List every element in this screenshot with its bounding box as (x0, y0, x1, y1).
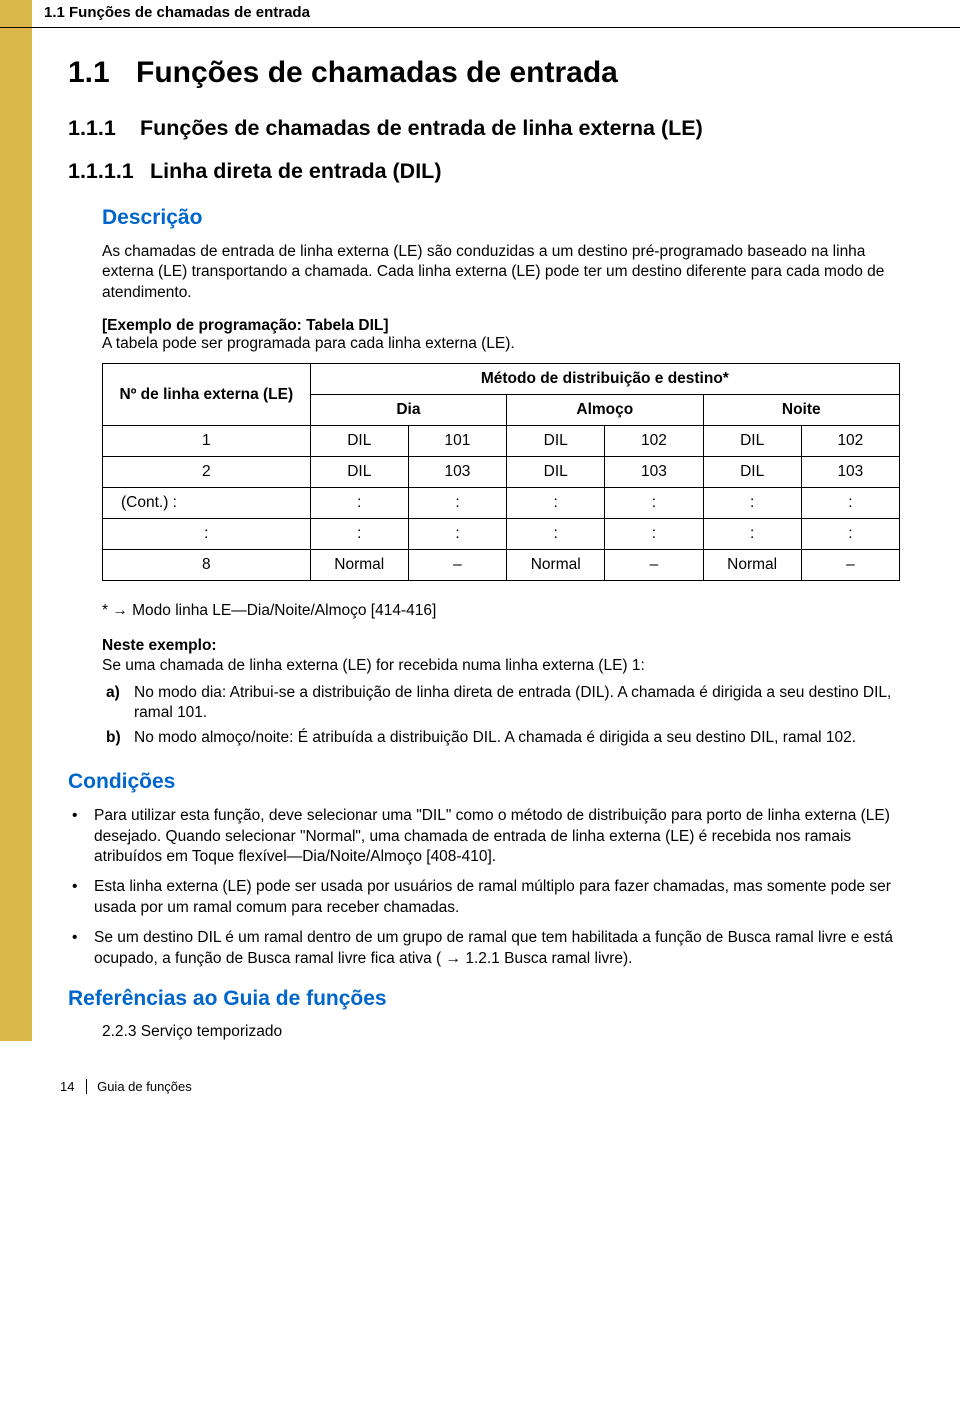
neste-exemplo-block: Neste exemplo: Se uma chamada de linha e… (102, 636, 900, 677)
table-row: 8Normal–Normal–Normal– (103, 550, 900, 581)
table-row: ::::::: (103, 519, 900, 550)
table-cell: : (408, 488, 506, 519)
table-cell: 1 (103, 426, 311, 457)
table-cell: – (801, 550, 899, 581)
footnote-text: Modo linha LE—Dia/Noite/Almoço [414-416] (128, 602, 436, 619)
table-cell: : (605, 519, 703, 550)
bullet-text: Para utilizar esta função, deve selecion… (94, 806, 900, 867)
footer: 14 Guia de funções (0, 1041, 960, 1094)
table-cell: Normal (703, 550, 801, 581)
table-cell: – (408, 550, 506, 581)
condicoes-list: •Para utilizar esta função, deve selecio… (68, 806, 900, 969)
table-cell: : (801, 519, 899, 550)
dil-table: Nº de linha externa (LE) Método de distr… (102, 363, 900, 581)
table-cell: DIL (703, 457, 801, 488)
col-header-method: Método de distribuição e destino* (310, 364, 899, 395)
heading-2: 1.1.1Funções de chamadas de entrada de l… (68, 116, 900, 141)
table-cell: : (103, 519, 311, 550)
header-bar: 1.1 Funções de chamadas de entrada (0, 0, 960, 28)
table-cell: 8 (103, 550, 311, 581)
referencias-label: Referências ao Guia de funções (68, 987, 900, 1011)
col-header-almoco: Almoço (507, 395, 703, 426)
list-text: No modo dia: Atribui-se a distribuição d… (134, 683, 900, 724)
example-sub: A tabela pode ser programada para cada l… (102, 335, 900, 353)
list-marker: b) (102, 728, 134, 748)
h2-text: Funções de chamadas de entrada de linha … (140, 116, 703, 140)
footnote-asterisk: * (102, 602, 112, 619)
table-row: (Cont.) ::::::: (103, 488, 900, 519)
table-cell: Normal (310, 550, 408, 581)
table-cell: DIL (703, 426, 801, 457)
bullet-icon: • (68, 877, 94, 918)
table-cell: – (605, 550, 703, 581)
h2-number: 1.1.1 (68, 116, 140, 141)
table-cell: : (605, 488, 703, 519)
table-cell: : (310, 488, 408, 519)
bullet-text: Se um destino DIL é um ramal dentro de u… (94, 928, 900, 969)
list-item: b)No modo almoço/noite: É atribuída a di… (102, 728, 900, 748)
neste-exemplo-intro: Se uma chamada de linha externa (LE) for… (102, 657, 645, 674)
neste-exemplo-list: a)No modo dia: Atribui-se a distribuição… (102, 683, 900, 748)
h3-text: Linha direta de entrada (DIL) (150, 159, 441, 183)
table-cell: : (703, 519, 801, 550)
page-number: 14 (60, 1079, 74, 1094)
header-band (0, 0, 32, 27)
table-cell: 103 (605, 457, 703, 488)
table-row: 1DIL101DIL102DIL102 (103, 426, 900, 457)
col-header-noite: Noite (703, 395, 899, 426)
table-cell: 101 (408, 426, 506, 457)
list-text: No modo almoço/noite: É atribuída a dist… (134, 728, 900, 748)
table-cell: 103 (408, 457, 506, 488)
col-header-dia: Dia (310, 395, 506, 426)
table-footnote: * → Modo linha LE—Dia/Noite/Almoço [414-… (102, 601, 900, 621)
table-cell: : (507, 488, 605, 519)
body-row: 1.1Funções de chamadas de entrada 1.1.1F… (0, 28, 960, 1041)
content: 1.1Funções de chamadas de entrada 1.1.1F… (32, 28, 960, 1041)
bullet-icon: • (68, 806, 94, 867)
table-cell: DIL (507, 426, 605, 457)
table-header-row-1: Nº de linha externa (LE) Método de distr… (103, 364, 900, 395)
table-cell: DIL (310, 426, 408, 457)
descricao-paragraph: As chamadas de entrada de linha externa … (102, 242, 900, 303)
table-row: 2DIL103DIL103DIL103 (103, 457, 900, 488)
table-cell: : (408, 519, 506, 550)
bullet-item: •Se um destino DIL é um ramal dentro de … (68, 928, 900, 969)
table-cell: (Cont.) : (103, 488, 311, 519)
col-header-le: Nº de linha externa (LE) (103, 364, 311, 426)
list-item: a)No modo dia: Atribui-se a distribuição… (102, 683, 900, 724)
left-band (0, 28, 32, 1041)
h3-number: 1.1.1.1 (68, 159, 150, 184)
table-cell: : (801, 488, 899, 519)
table-cell: 103 (801, 457, 899, 488)
heading-3: 1.1.1.1Linha direta de entrada (DIL) (68, 159, 900, 184)
bullet-icon: • (68, 928, 94, 969)
condicoes-label: Condições (68, 770, 900, 794)
table-cell: 2 (103, 457, 311, 488)
bullet-text: Esta linha externa (LE) pode ser usada p… (94, 877, 900, 918)
referencias-item: 2.2.3 Serviço temporizado (102, 1023, 900, 1041)
list-marker: a) (102, 683, 134, 724)
table-cell: DIL (507, 457, 605, 488)
descricao-label: Descrição (102, 206, 900, 230)
heading-1: 1.1Funções de chamadas de entrada (68, 56, 900, 90)
running-header: 1.1 Funções de chamadas de entrada (32, 0, 960, 27)
table-cell: DIL (310, 457, 408, 488)
example-heading: [Exemplo de programação: Tabela DIL] (102, 317, 900, 335)
bullet-item: •Para utilizar esta função, deve selecio… (68, 806, 900, 867)
table-cell: : (703, 488, 801, 519)
arrow-icon: → (112, 602, 128, 619)
table-cell: 102 (801, 426, 899, 457)
example-block: [Exemplo de programação: Tabela DIL] A t… (102, 317, 900, 748)
table-cell: Normal (507, 550, 605, 581)
bullet-item: •Esta linha externa (LE) pode ser usada … (68, 877, 900, 918)
h1-text: Funções de chamadas de entrada (136, 56, 618, 89)
page: 1.1 Funções de chamadas de entrada 1.1Fu… (0, 0, 960, 1124)
table-cell: : (507, 519, 605, 550)
footer-doc-title: Guia de funções (86, 1079, 192, 1094)
table-cell: : (310, 519, 408, 550)
table-cell: 102 (605, 426, 703, 457)
h1-number: 1.1 (68, 56, 136, 90)
neste-exemplo-label: Neste exemplo: (102, 637, 217, 654)
